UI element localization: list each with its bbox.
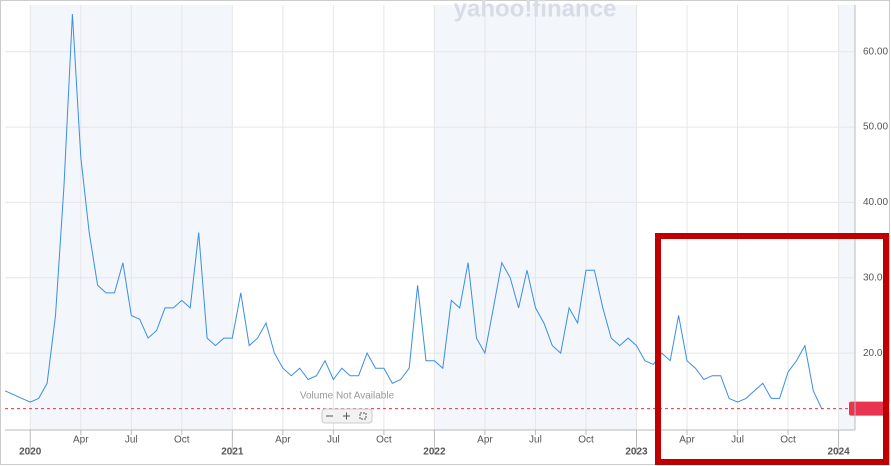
- watermark: yahoo!finance: [454, 0, 617, 22]
- x-tick-label: Oct: [780, 435, 796, 446]
- zoom-reset[interactable]: [359, 412, 367, 420]
- highlight-box: [655, 233, 889, 465]
- y-tick-label: 30.00: [863, 272, 888, 283]
- x-tick-label: Oct: [174, 435, 190, 446]
- year-band: [838, 5, 855, 430]
- x-tick-label: Jul: [529, 435, 542, 446]
- zoom-controls[interactable]: [321, 408, 373, 424]
- y-tick-label: 50.00: [863, 122, 888, 133]
- y-tick-label: 20.00: [863, 348, 888, 359]
- x-tick-label: Jul: [327, 435, 340, 446]
- x-tick-label: Oct: [376, 435, 392, 446]
- price-line: [4, 13, 823, 409]
- volume-note: Volume Not Available: [300, 391, 395, 402]
- x-tick-label: Jul: [125, 435, 138, 446]
- x-tick-label: Apr: [679, 435, 695, 446]
- y-tick-label: 60.00: [863, 46, 888, 57]
- x-tick-label: Oct: [578, 435, 594, 446]
- x-tick-label: Jul: [731, 435, 744, 446]
- x-tick-label: Apr: [73, 435, 89, 446]
- last-price-tag: [849, 401, 885, 416]
- y-tick-label: 40.00: [863, 197, 888, 208]
- x-tick-label: Apr: [275, 435, 291, 446]
- x-tick-label: Apr: [477, 435, 493, 446]
